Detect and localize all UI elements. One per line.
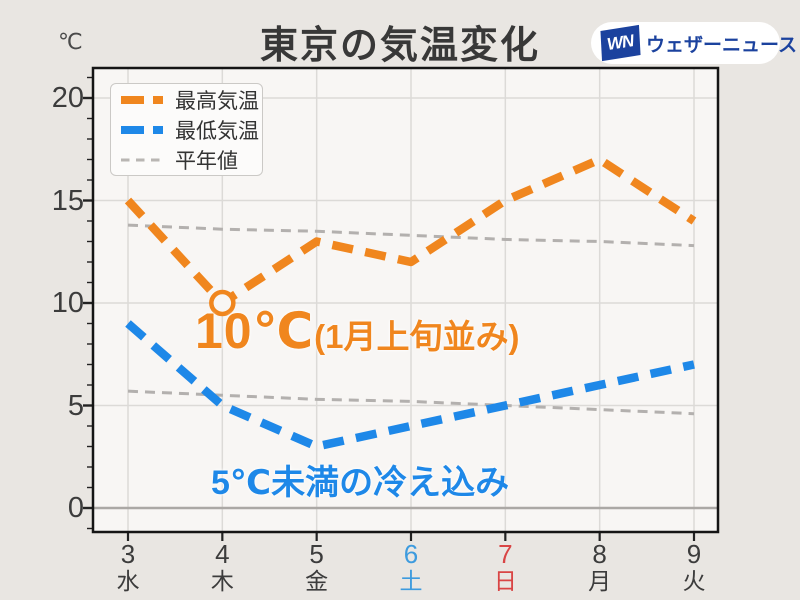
legend-item-label: 平年値 [175, 150, 238, 173]
legend-item-label: 最高気温 [175, 90, 259, 113]
legend-item: 最高気温 [119, 85, 262, 115]
x-day-weekday: 水 [116, 568, 140, 594]
y-tick-label: 15 [51, 184, 84, 217]
y-tick-label: 10 [51, 287, 84, 319]
chart-title: 東京の気温変化 [259, 25, 540, 67]
plot-border [91, 66, 720, 534]
legend-line-swatch [121, 158, 163, 162]
min-temp-annotation: 5℃未満の冷え込み [211, 464, 510, 502]
legend-item: 平年値 [119, 145, 262, 175]
legend-line-swatch [121, 96, 163, 104]
x-day-number: 7 [498, 539, 513, 569]
series-line-2 [127, 223, 695, 248]
x-day-weekday: 火 [682, 568, 706, 594]
max-temp-annotation: 10℃ (1月上旬並み) [195, 302, 520, 360]
x-day-weekday: 月 [588, 568, 612, 594]
x-day-number: 3 [120, 539, 136, 569]
y-tick-label: 0 [67, 492, 84, 524]
x-day-number: 8 [592, 539, 607, 569]
x-day-number: 5 [309, 539, 324, 569]
max-temp-annotation-value: 10℃ [195, 303, 315, 359]
series-line-3 [127, 389, 695, 416]
weathernews-logo-text: ウェザーニュース [646, 34, 798, 56]
max-temp-annotation-suffix: (1月上旬並み) [314, 318, 520, 355]
x-day-weekday: 木 [210, 568, 234, 594]
highlight-marker [209, 289, 236, 317]
legend-item: 最低気温 [119, 115, 262, 145]
legend-item-label: 最低気温 [175, 120, 259, 143]
y-tick-label: 20 [51, 82, 84, 114]
y-axis-unit-label: ℃ [58, 29, 83, 54]
x-day-number: 6 [403, 539, 419, 569]
legend-line-swatch [121, 126, 163, 134]
weathernews-logo: WN ウェザーニュース [591, 22, 797, 64]
y-tick-label: 5 [67, 389, 84, 422]
chart-legend: 最高気温最低気温平年値 [110, 83, 263, 176]
x-day-weekday: 日 [493, 568, 517, 594]
x-day-weekday: 金 [305, 568, 329, 594]
x-day-weekday: 土 [399, 568, 423, 594]
x-day-number: 9 [686, 539, 702, 569]
x-day-number: 4 [215, 539, 230, 569]
series-line-1 [125, 320, 695, 451]
